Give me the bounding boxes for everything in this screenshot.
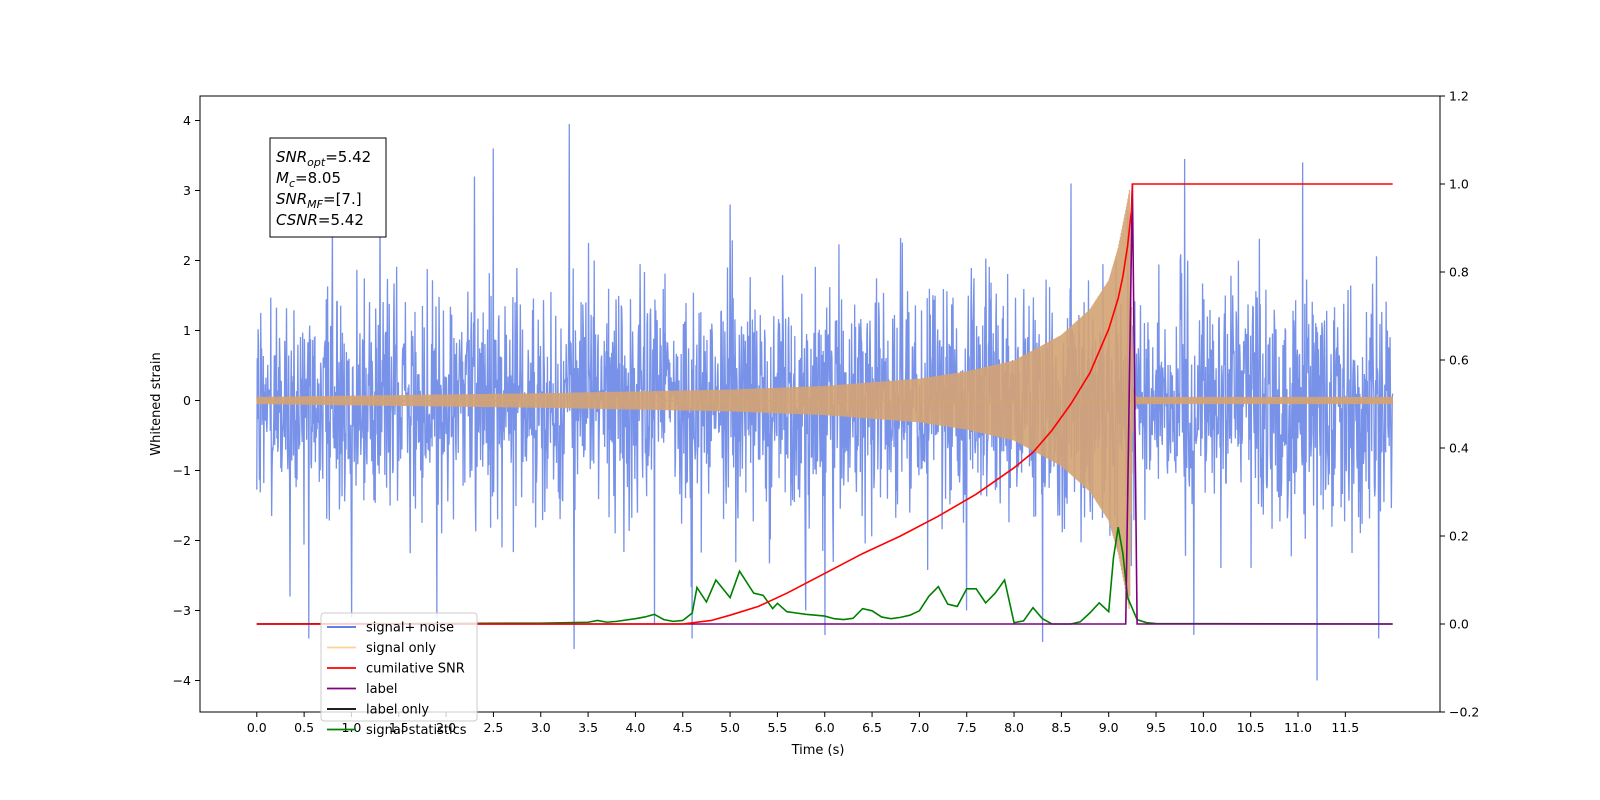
signal-plus-noise-line — [256, 123, 1394, 681]
y-right-tick-label: 0.0 — [1449, 617, 1469, 632]
y-left-axis-ticks: −4 −3 −2 −1 0 1 2 3 4 — [173, 113, 200, 688]
x-tick-label: 4.0 — [625, 720, 645, 735]
x-tick-label: 6.0 — [815, 720, 835, 735]
y-left-tick-label: −1 — [173, 463, 191, 478]
annotation-frame — [269, 137, 387, 238]
x-tick-label: 4.5 — [673, 720, 693, 735]
x-tick-label: 2.0 — [436, 720, 456, 735]
x-tick-label: 10.0 — [1189, 720, 1217, 735]
x-axis-label: Time (s) — [791, 743, 845, 758]
x-tick-label: 7.5 — [957, 720, 977, 735]
legend: signal+ noise signal only cumilative SNR la… — [320, 612, 478, 738]
legend-frame — [320, 612, 478, 722]
x-axis-ticks: 0.0 0.5 1.0 1.5 2.0 2.5 3.0 3.5 4.0 4.5 5.0 5.5 6.0 6… — [247, 712, 1359, 735]
x-tick-label: 3.0 — [531, 720, 551, 735]
y-right-tick-label: 0.8 — [1449, 265, 1469, 280]
plot-frame — [199, 95, 1441, 713]
y-right-axis-ticks: −0.2 0.0 0.2 0.4 0.6 0.8 1.0 1.2 — [1440, 89, 1479, 720]
y-right-tick-label: 0.2 — [1449, 529, 1469, 544]
x-tick-label: 1.0 — [342, 720, 362, 735]
y-right-tick-label: 1.0 — [1449, 177, 1469, 192]
annotation-line: SNRMF=[7.] — [276, 190, 362, 211]
y-axis-label: Whitened strain — [149, 352, 164, 455]
y-left-tick-label: 3 — [183, 183, 191, 198]
x-tick-label: 11.0 — [1284, 720, 1312, 735]
y-left-tick-label: 0 — [183, 393, 191, 408]
y-left-tick-label: −2 — [173, 533, 191, 548]
legend-label: label — [366, 682, 397, 697]
y-right-tick-label: 1.2 — [1449, 89, 1469, 104]
series-line-cumilative-snr — [256, 183, 1393, 625]
y-left-tick-label: 1 — [183, 323, 191, 338]
annotation-line: SNRopt=5.42 — [276, 148, 371, 169]
y-right-tick-label: 0.4 — [1449, 441, 1469, 456]
signal-only-series — [256, 189, 1394, 609]
x-tick-label: 11.5 — [1331, 720, 1359, 735]
x-tick-label: 2.5 — [483, 720, 503, 735]
x-tick-label: 0.0 — [247, 720, 267, 735]
legend-label: label only — [366, 703, 429, 718]
y-right-tick-label: 0.6 — [1449, 353, 1469, 368]
y-left-tick-label: −4 — [173, 673, 191, 688]
legend-label: signal+ noise — [366, 621, 454, 636]
legend-label: signal statistics — [366, 723, 467, 738]
y-right-tick-label: −0.2 — [1449, 705, 1479, 720]
plot-content — [256, 123, 1394, 681]
y-left-tick-label: −3 — [173, 603, 191, 618]
y-left-tick-label: 4 — [183, 113, 191, 128]
x-tick-label: 3.5 — [578, 720, 598, 735]
annotation-line: CSNR=5.42 — [276, 211, 364, 229]
x-tick-label: 5.5 — [767, 720, 787, 735]
series-line-signal-statistics — [256, 527, 1393, 625]
x-tick-label: 7.0 — [909, 720, 929, 735]
annotation-line: Mc=8.05 — [276, 169, 341, 190]
x-tick-label: 8.0 — [1004, 720, 1024, 735]
x-tick-label: 8.5 — [1051, 720, 1071, 735]
signal-plus-noise-series — [256, 123, 1394, 681]
legend-items: signal+ noise signal only cumilative SNR la… — [327, 621, 467, 738]
x-tick-label: 0.5 — [294, 720, 314, 735]
line-series-layer — [256, 183, 1393, 625]
legend-label: cumilative SNR — [366, 662, 465, 677]
y-left-tick-label: 2 — [183, 253, 191, 268]
x-tick-label: 5.0 — [720, 720, 740, 735]
x-tick-label: 9.0 — [1099, 720, 1119, 735]
legend-label: signal only — [366, 641, 436, 656]
x-tick-label: 6.5 — [862, 720, 882, 735]
x-tick-label: 9.5 — [1146, 720, 1166, 735]
x-tick-label: 1.5 — [389, 720, 409, 735]
x-tick-label: 10.5 — [1237, 720, 1265, 735]
